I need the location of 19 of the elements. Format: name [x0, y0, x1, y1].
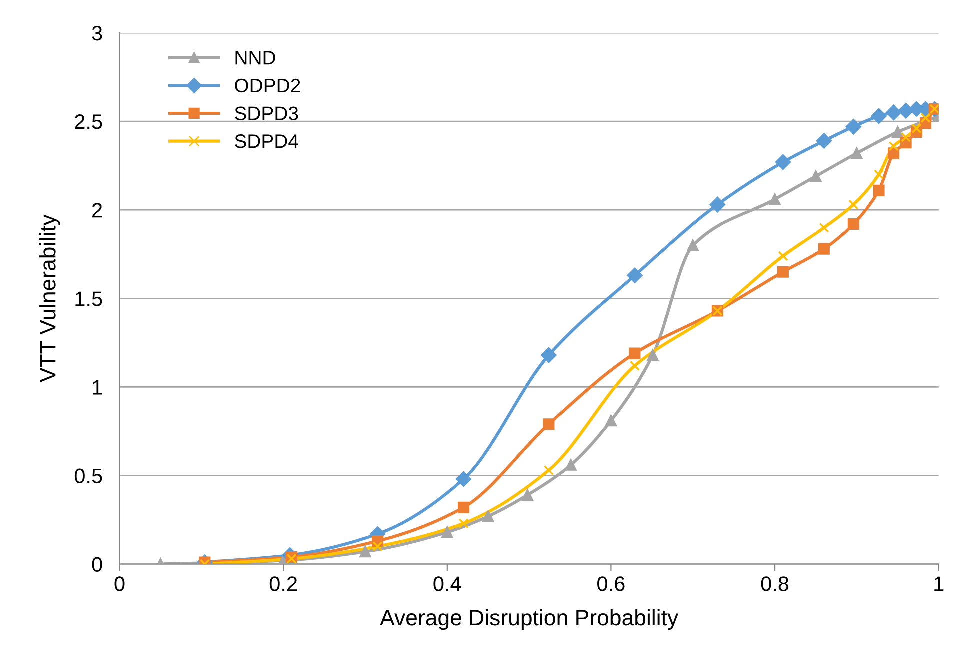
y-tick-label: 2: [92, 203, 102, 218]
legend-label: ODPD2: [235, 78, 300, 93]
x-tick-label: 0: [114, 576, 125, 592]
y-axis-title: VTT Vulnerability: [40, 214, 60, 383]
x-tick-label: 0.2: [270, 576, 298, 592]
x-tick-label: 1: [934, 576, 944, 592]
legend-label: NND: [236, 51, 276, 65]
x-tick-label: 0.4: [434, 576, 462, 592]
legend-label: SDPD3: [235, 106, 298, 120]
x-tick-label: 0.8: [761, 576, 789, 592]
x-tick-label: 0.6: [598, 576, 625, 592]
y-tick-label: 1.5: [76, 292, 102, 306]
x-axis-title: Average Disruption Probability: [380, 609, 679, 630]
y-tick-label: 0.5: [74, 468, 102, 484]
legend-label: SDPD4: [235, 134, 298, 148]
y-tick-label: 3: [92, 26, 102, 41]
y-tick-label: 1: [93, 380, 102, 395]
y-tick-label: 2.5: [75, 114, 102, 130]
y-tick-label: 0: [92, 557, 102, 572]
